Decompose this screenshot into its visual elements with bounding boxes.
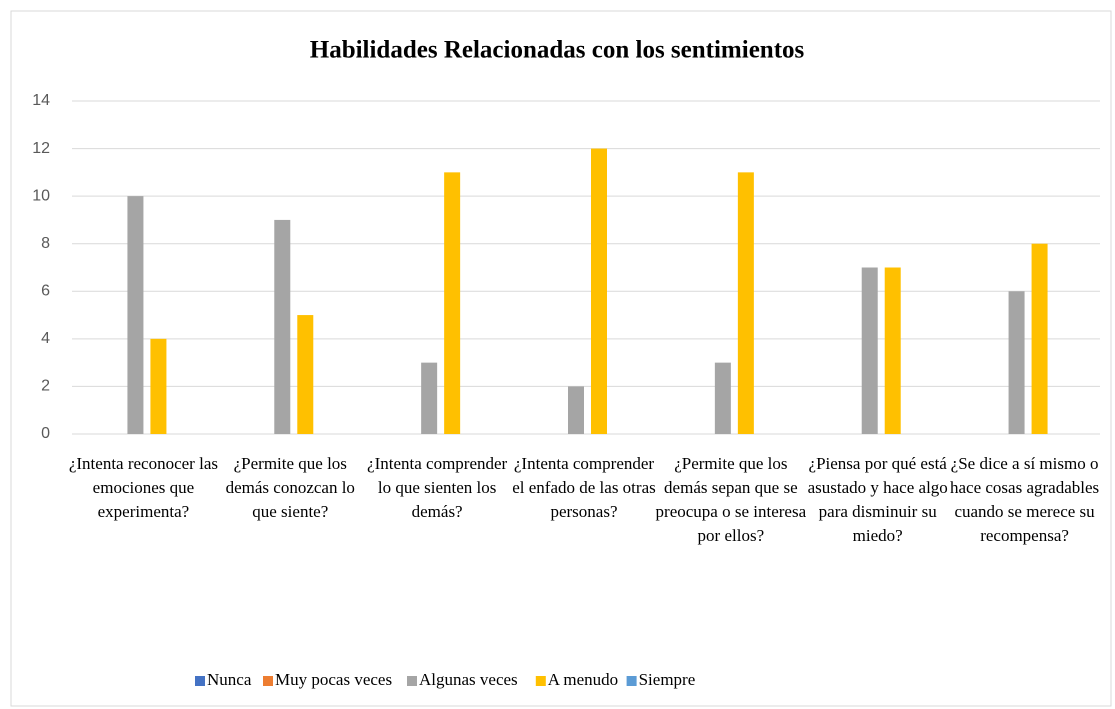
bar xyxy=(127,196,144,434)
legend-label: Nunca xyxy=(207,670,252,689)
bar xyxy=(714,362,731,434)
bar xyxy=(1008,291,1025,434)
legend-swatch xyxy=(263,676,273,686)
bar xyxy=(591,148,607,435)
bar xyxy=(1031,243,1048,434)
x-tick-label: ¿Se dice a sí mismo o hace cosas agradab… xyxy=(949,454,1100,545)
legend-label: Muy pocas veces xyxy=(275,670,392,689)
bar xyxy=(421,362,438,434)
x-tick-label: ¿Piensa por qué está asustado y hace alg… xyxy=(807,454,948,545)
y-tick-label: 8 xyxy=(41,235,50,252)
legend-label: A menudo xyxy=(548,670,618,689)
x-tick-label: ¿Intenta reconocer las emociones que exp… xyxy=(68,454,218,521)
bar xyxy=(861,267,878,434)
x-tick-label: ¿Intenta comprender lo que sienten los d… xyxy=(367,454,508,521)
y-tick-label: 10 xyxy=(32,187,50,204)
y-tick-label: 14 xyxy=(32,92,50,109)
y-tick-label: 12 xyxy=(32,140,50,157)
y-tick-label: 2 xyxy=(41,378,50,395)
y-tick-label: 6 xyxy=(41,283,50,300)
legend-swatch xyxy=(195,676,205,686)
chart-frame xyxy=(10,10,1112,707)
y-tick-label: 4 xyxy=(41,330,50,347)
bar xyxy=(274,219,291,434)
bar xyxy=(884,267,901,434)
bar xyxy=(568,386,584,434)
x-tick-label: ¿Intenta comprender el enfado de las otr… xyxy=(512,454,656,521)
bar xyxy=(150,338,167,434)
y-tick-label: 0 xyxy=(41,425,50,442)
legend-swatch xyxy=(535,676,546,686)
legend-swatch xyxy=(407,676,417,686)
legend-label: Algunas veces xyxy=(419,670,518,689)
bar xyxy=(444,172,461,434)
chart-title: Habilidades Relacionadas con los sentimi… xyxy=(310,37,805,64)
legend-label: Siempre xyxy=(639,670,696,689)
x-tick-label: ¿Permite que los demás conozcan lo que s… xyxy=(225,454,355,521)
bar xyxy=(297,315,314,434)
legend-swatch xyxy=(626,676,637,686)
bar xyxy=(737,172,754,434)
x-tick-label: ¿Permite que los demás sepan que se preo… xyxy=(655,454,807,545)
